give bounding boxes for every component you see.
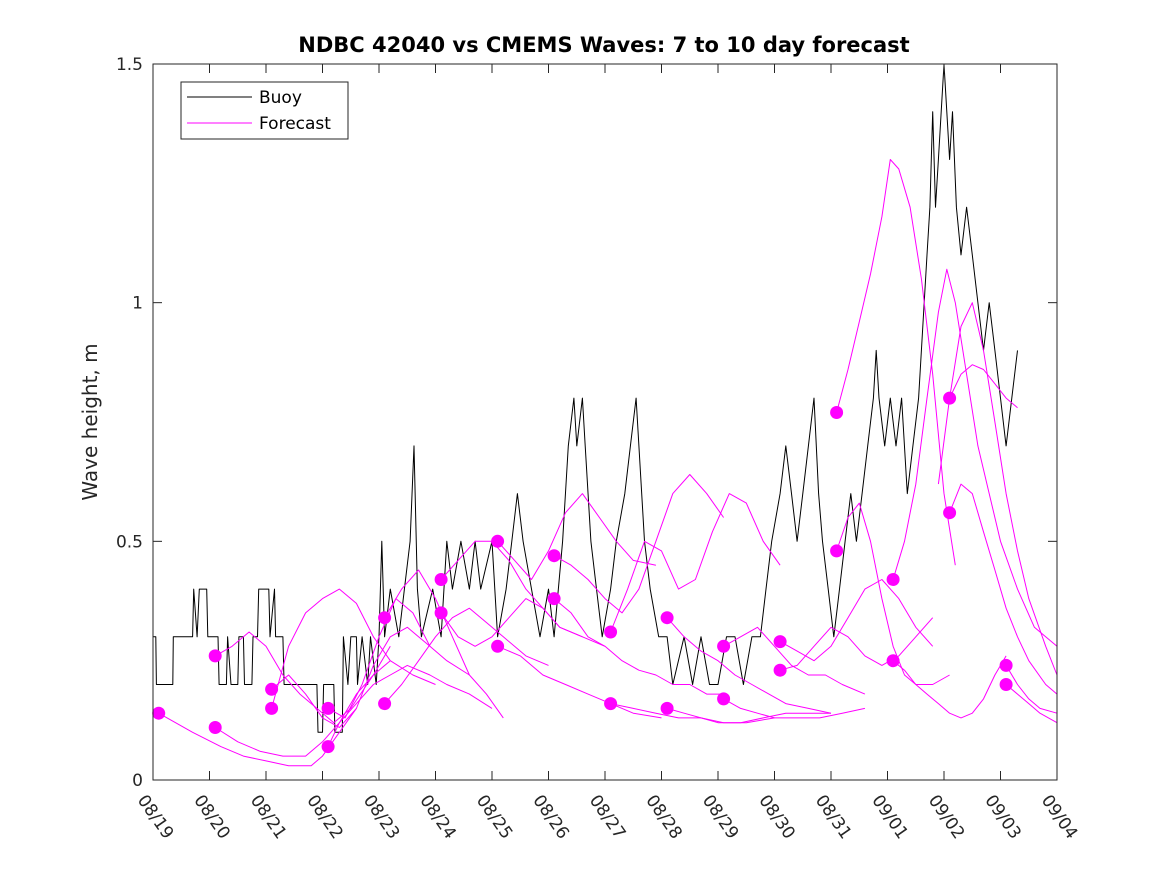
forecast-start-marker xyxy=(999,678,1013,691)
forecast-series-line xyxy=(937,302,1058,676)
forecast-start-marker xyxy=(491,534,505,548)
marker-layer xyxy=(152,391,1013,754)
forecast-series-line xyxy=(271,588,436,709)
forecast-series-line xyxy=(440,598,606,647)
forecast-start-marker xyxy=(717,639,731,653)
plot-area: 00.511.508/19 08/20 08/21 08/22 08/23 08/24 08… xyxy=(116,55,1081,843)
forecast-start-marker xyxy=(265,682,279,696)
axes-background xyxy=(153,64,1057,780)
forecast-series-line xyxy=(214,631,391,724)
forecast-start-marker xyxy=(886,573,900,586)
forecast-series-line xyxy=(892,655,1007,719)
forecast-start-marker xyxy=(999,658,1013,672)
forecast-start-marker xyxy=(773,635,787,649)
forecast-start-marker xyxy=(265,701,279,715)
forecast-series-line xyxy=(384,607,549,704)
forecast-start-marker xyxy=(434,606,448,620)
y-tick-label: 0.5 xyxy=(116,532,143,552)
forecast-start-marker xyxy=(773,663,787,677)
forecast-series-line xyxy=(497,645,662,719)
legend-buoy-label: Buoy xyxy=(259,88,302,108)
forecast-series-line xyxy=(553,598,724,695)
forecast-series-line xyxy=(723,626,866,695)
y-tick-label: 1.5 xyxy=(116,55,143,75)
forecast-series-line xyxy=(1005,684,1058,724)
forecast-start-marker xyxy=(943,506,957,520)
forecast-start-marker xyxy=(208,721,222,734)
forecast-start-marker xyxy=(491,639,505,653)
y-tick-label: 1 xyxy=(132,294,143,314)
forecast-series-line xyxy=(214,660,391,757)
forecast-start-marker xyxy=(434,573,448,586)
forecast-start-marker xyxy=(547,549,561,563)
forecast-start-marker xyxy=(604,625,618,639)
forecast-start-marker xyxy=(830,406,844,419)
forecast-series-line xyxy=(836,159,956,566)
forecast-start-marker xyxy=(660,701,674,715)
forecast-start-marker xyxy=(660,611,674,625)
forecast-start-marker xyxy=(152,706,166,720)
forecast-start-marker xyxy=(378,697,392,711)
legend-forecast-label: Forecast xyxy=(259,114,331,134)
forecast-start-marker xyxy=(604,697,618,711)
y-axis-label: Wave height, m xyxy=(78,343,102,500)
forecast-start-marker xyxy=(547,592,561,606)
forecast-series-line xyxy=(666,707,831,724)
forecast-series-line xyxy=(497,493,657,580)
forecast-start-marker xyxy=(321,701,335,715)
forecast-series-line xyxy=(949,483,1058,695)
legend: Buoy Forecast xyxy=(180,81,349,140)
chart-title: NDBC 42040 vs CMEMS Waves: 7 to 10 day f… xyxy=(298,33,909,57)
forecast-series-line xyxy=(892,268,1058,647)
forecast-start-marker xyxy=(886,654,900,668)
forecast-series-line xyxy=(610,493,781,633)
forecast-series-line xyxy=(271,626,431,728)
forecast-series-line xyxy=(836,502,950,685)
forecast-start-marker xyxy=(717,692,731,706)
forecast-start-marker xyxy=(378,611,392,625)
buoy-series-line xyxy=(153,63,1018,733)
forecast-start-marker xyxy=(208,649,222,663)
forecast-start-marker xyxy=(943,391,957,405)
forecast-start-marker xyxy=(830,544,844,558)
forecast-series-line xyxy=(949,364,1018,409)
forecast-series-line xyxy=(723,698,866,719)
legend-box xyxy=(180,81,349,140)
forecast-start-marker xyxy=(321,740,335,754)
y-tick-label: 0 xyxy=(132,771,143,791)
forecast-series-line xyxy=(666,617,832,714)
forecast-series-line xyxy=(1005,665,1058,714)
forecast-series-line xyxy=(553,474,725,614)
forecast-series-line xyxy=(779,617,934,671)
